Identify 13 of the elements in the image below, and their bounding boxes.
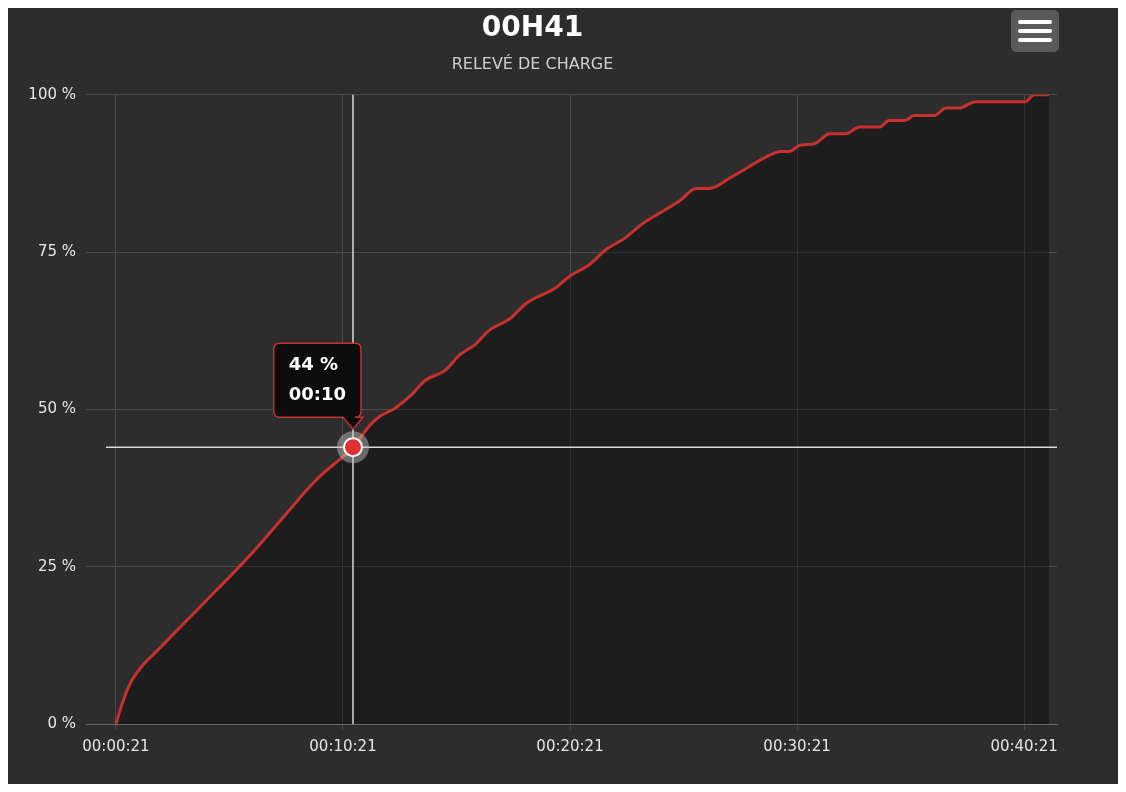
x-tick-label: 00:30:21 (763, 736, 831, 755)
chart-title: 00H41 (481, 10, 584, 44)
x-tick-label: 00:10:21 (309, 736, 377, 755)
y-tick-label: 0 % (47, 713, 76, 732)
x-tick-label: 00:40:21 (990, 736, 1058, 755)
chart-subtitle: RELEVÉ DE CHARGE (451, 54, 614, 74)
x-tick-label: 00:00:21 (82, 736, 150, 755)
annotation: 44 % 00:10 (288, 352, 346, 404)
y-tick-label: 50 % (37, 399, 76, 418)
x-tick-label: 00:20:21 (536, 736, 604, 755)
y-tick-label: 75 % (37, 241, 76, 260)
y-tick-label: 100 % (28, 84, 76, 103)
y-tick-label: 25 % (37, 556, 76, 575)
